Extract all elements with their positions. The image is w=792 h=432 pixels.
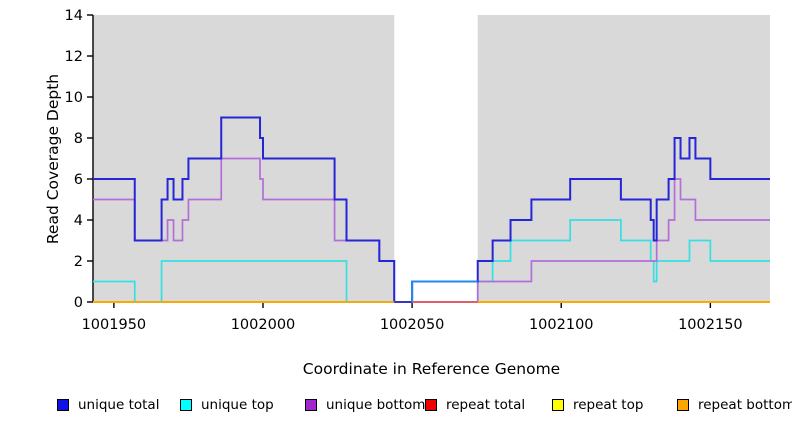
y-tick-label: 10 [65,90,83,106]
x-tick-label: 1002000 [231,317,296,333]
legend-label: repeat bottom [698,397,792,413]
legend-item-unique-total: unique total [57,396,159,414]
legend-item-unique-top: unique top [180,396,274,414]
x-tick-label: 1002150 [678,317,743,333]
highlight-band [394,15,478,302]
legend-swatch-icon [425,399,437,411]
x-axis-label: Coordinate in Reference Genome [302,360,561,378]
legend-label: repeat total [446,397,526,413]
y-tick-label: 0 [74,295,83,311]
legend-swatch-icon [552,399,564,411]
legend-label: unique top [201,397,274,413]
y-tick-label: 4 [74,213,83,229]
legend-item-unique-bottom: unique bottom [305,396,425,414]
legend-swatch-icon [677,399,689,411]
series-unique-top [93,219,770,303]
y-tick-label: 6 [74,172,83,188]
series-unique-total [93,116,770,303]
legend-swatch-icon [305,399,317,411]
overlay-band-depth1-line [411,280,478,302]
y-tick-label: 8 [74,131,83,147]
legend-item-repeat-bottom: repeat bottom [677,396,792,414]
x-tick-label: 1002100 [529,317,594,333]
y-tick-label: 2 [74,254,83,270]
legend-item-repeat-top: repeat top [552,396,643,414]
x-tick-label: 1002050 [380,317,445,333]
legend-swatch-icon [57,399,69,411]
legend-label: unique total [78,397,160,413]
chart-legend: unique total unique top unique bottom repea… [0,396,792,418]
y-axis-label: Read Coverage Depth [44,73,62,245]
legend-label: unique bottom [326,397,426,413]
legend-item-repeat-total: repeat total [425,396,525,414]
legend-swatch-icon [180,399,192,411]
legend-label: repeat top [573,397,644,413]
y-tick-label: 14 [65,8,83,24]
y-tick-label: 12 [65,49,83,65]
x-tick-label: 1001950 [82,317,147,333]
